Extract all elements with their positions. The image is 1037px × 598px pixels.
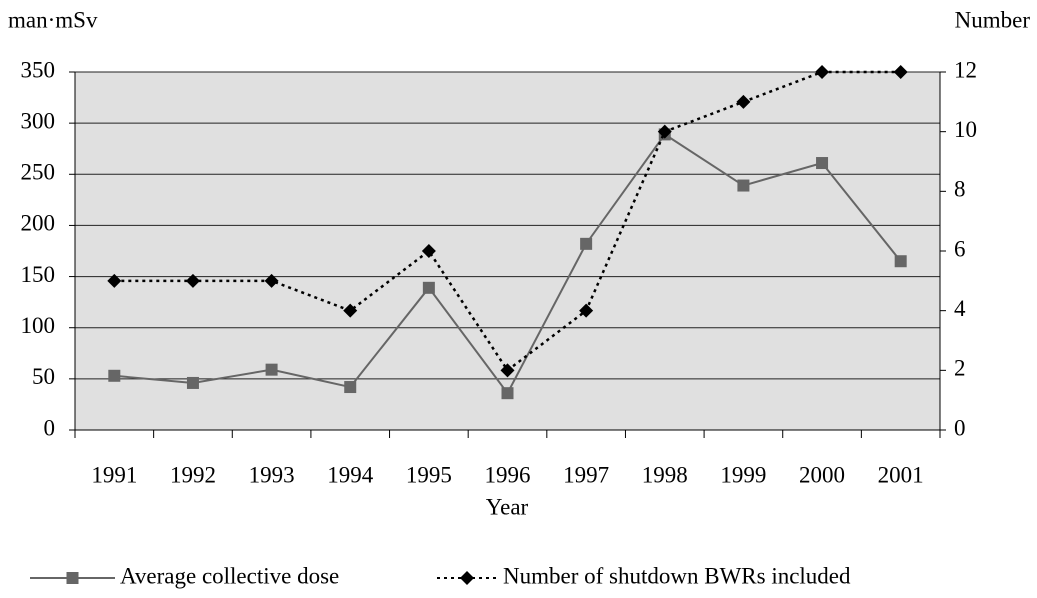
marker <box>108 369 121 382</box>
marker <box>500 363 515 378</box>
marker <box>736 94 751 109</box>
x-tick-label: 1999 <box>720 462 766 487</box>
x-tick-label: 1995 <box>406 462 452 487</box>
marker <box>894 255 907 268</box>
y-tick-label: 200 <box>21 211 56 236</box>
marker <box>580 237 593 250</box>
marker <box>422 281 435 294</box>
y2-axis-label: Number <box>955 7 1031 32</box>
y2-tick-label: 4 <box>954 296 966 321</box>
x-tick-label: 2001 <box>878 462 924 487</box>
x-tick-label: 1991 <box>91 462 137 487</box>
y2-tick-label: 8 <box>954 177 966 202</box>
x-tick-label: 1992 <box>170 462 216 487</box>
x-tick-label: 1994 <box>327 462 374 487</box>
marker <box>737 179 750 192</box>
legend-marker <box>66 572 79 584</box>
y-tick-label: 150 <box>21 262 56 287</box>
marker <box>815 65 830 79</box>
marker <box>186 376 199 389</box>
y-axis-label: man·mSv <box>8 7 98 32</box>
legend-marker <box>460 571 474 585</box>
y-tick-label: 300 <box>21 108 56 133</box>
y2-tick-label: 6 <box>954 236 966 261</box>
y-tick-label: 50 <box>32 364 55 389</box>
y2-tick-label: 10 <box>954 117 977 142</box>
x-tick-label: 2000 <box>799 462 845 487</box>
x-tick-label: 1996 <box>485 462 531 487</box>
y2-tick-label: 2 <box>954 356 966 381</box>
marker <box>265 363 278 376</box>
legend-label: Average collective dose <box>120 563 339 588</box>
marker <box>344 381 357 394</box>
marker <box>816 157 829 170</box>
x-tick-label: 1997 <box>563 462 609 487</box>
marker <box>343 303 358 318</box>
x-tick-label: 1993 <box>249 462 295 487</box>
marker <box>579 303 594 318</box>
legend-label: Number of shutdown BWRs included <box>503 563 851 588</box>
marker <box>264 273 279 288</box>
y-tick-label: 0 <box>44 415 56 440</box>
marker <box>657 124 672 139</box>
x-axis-label: Year <box>486 494 529 519</box>
marker <box>421 244 436 258</box>
marker <box>501 387 514 400</box>
marker <box>185 273 200 288</box>
y2-tick-label: 0 <box>954 415 966 440</box>
y-tick-label: 350 <box>21 57 56 82</box>
y-tick-label: 250 <box>21 160 56 185</box>
y-tick-label: 100 <box>21 313 56 338</box>
marker <box>893 65 908 79</box>
x-tick-label: 1998 <box>642 462 688 487</box>
marker <box>107 273 122 288</box>
y2-tick-label: 12 <box>954 57 977 82</box>
